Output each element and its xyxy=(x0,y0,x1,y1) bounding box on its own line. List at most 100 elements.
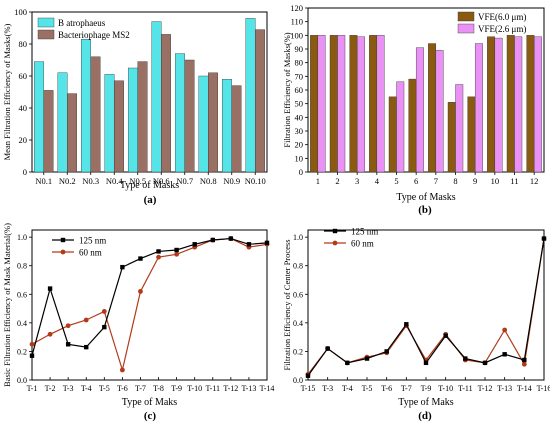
legend-label: 60 nm xyxy=(79,248,102,258)
bar-series2 xyxy=(114,80,124,173)
data-point xyxy=(29,341,35,347)
y-tick-label: 10 xyxy=(295,153,304,163)
data-point xyxy=(65,323,71,329)
bar-series2 xyxy=(474,43,483,173)
plot-frame xyxy=(31,11,268,173)
legend-label: 60 nm xyxy=(351,239,374,249)
y-tick-label: 0.0 xyxy=(17,376,27,385)
y-tick-label: 70 xyxy=(295,71,304,81)
data-point xyxy=(119,367,125,373)
plot-frame xyxy=(31,229,268,381)
x-tick-label: T-3 xyxy=(322,384,333,393)
bar-series2 xyxy=(67,93,77,173)
bar-series1 xyxy=(526,35,535,173)
legend-label: VFE(2.6 μm) xyxy=(478,24,526,34)
bar-series2 xyxy=(396,81,405,173)
plot-frame xyxy=(307,229,545,381)
legend-label: 125 nm xyxy=(351,227,378,237)
data-point xyxy=(541,236,547,241)
x-tick-label: T-11 xyxy=(458,384,473,393)
bar-series1 xyxy=(349,35,358,173)
x-tick-label: N0.6 xyxy=(153,176,170,186)
x-tick-label: T-3 xyxy=(63,384,74,393)
data-point xyxy=(521,361,527,367)
x-tick-label: 12 xyxy=(530,176,539,186)
legend-label: Bacteriophage MS2 xyxy=(58,30,130,40)
bar-series1 xyxy=(487,36,496,173)
y-tick-label: 0.2 xyxy=(17,347,27,356)
bar-series1 xyxy=(81,39,91,173)
bar-series1 xyxy=(329,35,338,173)
series-line xyxy=(307,238,545,375)
bar-series2 xyxy=(184,59,195,173)
data-point xyxy=(156,254,161,260)
panel-label: (a) xyxy=(144,194,157,206)
x-tick-label: N0.9 xyxy=(223,176,240,186)
data-point xyxy=(138,256,143,261)
y-tick-label: 0.2 xyxy=(293,347,303,356)
data-point xyxy=(246,242,252,247)
bar-series1 xyxy=(408,78,417,173)
x-tick-label: T-13 xyxy=(242,384,257,393)
bar-series2 xyxy=(208,72,218,173)
bar-series2 xyxy=(415,47,424,173)
x-tick-label: T-6 xyxy=(381,384,392,393)
bar-series1 xyxy=(388,96,397,173)
data-point xyxy=(423,360,429,366)
bar-series1 xyxy=(151,21,162,173)
legend-swatch xyxy=(457,23,475,34)
panel-label: (d) xyxy=(418,410,432,422)
x-tick-label: T-10 xyxy=(187,384,202,393)
y-tick-label: 1.0 xyxy=(293,233,303,242)
x-tick-label: 11 xyxy=(510,176,518,186)
x-axis-label: Type of Maks xyxy=(398,397,454,408)
y-tick-label: 20 xyxy=(19,135,28,145)
data-point xyxy=(364,356,370,361)
x-tick-label: T-12 xyxy=(478,384,493,393)
y-tick-label: 50 xyxy=(295,99,304,109)
legend-swatch xyxy=(37,17,55,28)
bar-series2 xyxy=(317,35,326,173)
legend-swatch xyxy=(37,29,55,40)
x-tick-label: T-11 xyxy=(206,384,221,393)
x-tick-label: 4 xyxy=(375,176,380,186)
y-tick-label: 40 xyxy=(19,103,28,113)
y-tick-label: 1.0 xyxy=(17,233,27,242)
x-tick-label: 3 xyxy=(355,176,359,186)
x-tick-label: T-13 xyxy=(497,384,512,393)
legend-marker xyxy=(332,240,338,246)
x-axis-label: Type of Masks xyxy=(396,192,455,203)
legend-label: VFE(6.0 μm) xyxy=(478,12,526,22)
y-tick-label: 0.4 xyxy=(293,319,303,328)
y-axis-label: Mean Filtration Efficiency of Masks(%) xyxy=(2,23,12,160)
y-tick-label: 0.0 xyxy=(293,376,303,385)
data-point xyxy=(102,324,107,330)
bar-series1 xyxy=(447,102,456,173)
data-point xyxy=(264,240,270,246)
x-tick-label: 8 xyxy=(453,176,457,186)
y-axis-label: Filtration Efficiency of Center Process xyxy=(282,239,292,370)
data-point xyxy=(305,373,311,378)
x-tick-label: N0.10 xyxy=(245,176,266,186)
y-tick-label: 110 xyxy=(291,17,303,27)
x-tick-label: 1 xyxy=(316,176,320,186)
bar-series2 xyxy=(43,90,54,173)
y-tick-label: 90 xyxy=(295,44,304,54)
y-tick-label: 0 xyxy=(299,167,303,177)
data-point xyxy=(138,289,143,294)
y-tick-label: 20 xyxy=(295,140,304,150)
data-point xyxy=(325,346,330,351)
data-point xyxy=(65,342,71,347)
bar-series2 xyxy=(514,36,523,173)
data-point xyxy=(482,360,488,366)
x-tick-label: N0.2 xyxy=(59,176,76,186)
x-tick-label: N0.8 xyxy=(200,176,217,186)
data-point xyxy=(210,237,215,243)
data-point xyxy=(404,322,409,327)
x-tick-label: 6 xyxy=(414,176,418,186)
legend-marker xyxy=(60,249,66,255)
data-point xyxy=(502,327,508,333)
